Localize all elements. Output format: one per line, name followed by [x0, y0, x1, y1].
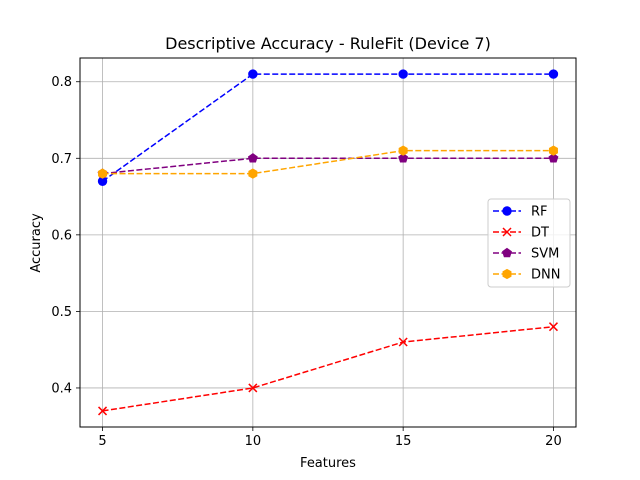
axis-ticks: 5 10 15 20 0.4 0.5 0.6 0.7 0.8 — [51, 75, 561, 449]
x-marker-stroke — [248, 383, 258, 393]
legend-marker — [502, 247, 512, 258]
x-axis-title: Features — [300, 456, 356, 471]
legend-marker — [502, 206, 512, 216]
data-point — [398, 153, 409, 163]
x-tick-label: 15 — [395, 434, 412, 449]
legend-marker — [502, 227, 512, 237]
x-tick-label: 5 — [98, 434, 106, 449]
data-point — [548, 153, 559, 163]
data-point — [548, 322, 558, 332]
y-tick-label: 0.7 — [51, 152, 72, 167]
data-point — [248, 168, 258, 179]
y-tick-label: 0.5 — [51, 305, 72, 320]
series-layer — [97, 69, 559, 416]
y-axis-title: Accuracy — [29, 213, 44, 273]
data-point — [248, 69, 258, 79]
data-point — [98, 168, 108, 179]
y-tick-label: 0.6 — [51, 228, 72, 243]
data-point — [98, 406, 108, 416]
y-tick-label: 0.8 — [51, 75, 72, 90]
series-line — [102, 325, 554, 412]
series-dnn — [98, 145, 558, 179]
series-line — [102, 149, 554, 175]
x-marker-stroke — [398, 337, 408, 347]
y-tick-label: 0.4 — [51, 381, 72, 396]
legend-marker — [502, 268, 512, 280]
legend-entry-svm: SVM — [493, 247, 559, 262]
legend-entry-rf: RF — [493, 205, 548, 220]
series-rf — [97, 69, 559, 186]
data-point — [548, 69, 559, 79]
legend: RF DT SVM DNN — [487, 198, 571, 288]
plot-frame — [79, 57, 577, 428]
data-point — [398, 145, 408, 156]
legend-entry-dt: DT — [493, 226, 549, 241]
legend-label: SVM — [531, 247, 559, 262]
data-point — [548, 145, 558, 156]
data-point — [248, 383, 258, 393]
legend-label: RF — [531, 205, 548, 220]
x-marker-stroke — [502, 227, 512, 237]
series-dt — [98, 322, 558, 416]
series-line — [102, 157, 554, 175]
data-point — [398, 69, 408, 79]
legend-entry-dnn: DNN — [493, 268, 560, 283]
legend-box — [487, 198, 571, 288]
x-marker-stroke — [548, 322, 558, 332]
x-marker-stroke — [98, 406, 108, 416]
chart-title: Descriptive Accuracy - RuleFit (Device 7… — [165, 34, 491, 53]
x-tick-label: 10 — [245, 434, 262, 449]
x-tick-label: 20 — [545, 434, 562, 449]
data-point — [398, 337, 408, 347]
series-line — [102, 73, 554, 182]
legend-label: DNN — [531, 268, 560, 283]
legend-label: DT — [531, 226, 549, 241]
data-point — [247, 153, 258, 163]
